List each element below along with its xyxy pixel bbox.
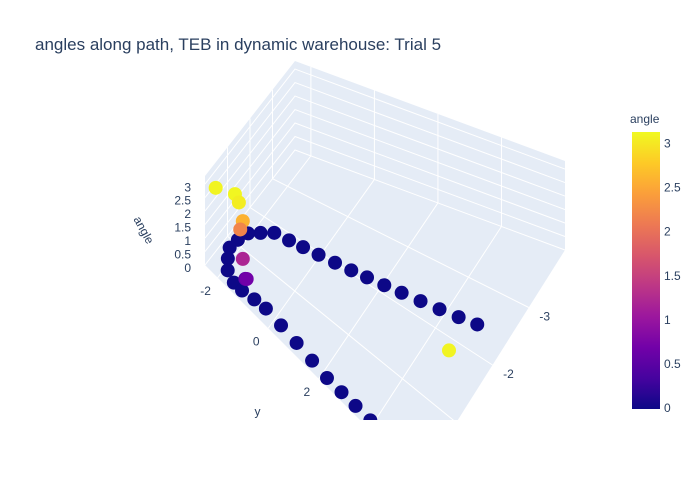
- data-point: [233, 222, 248, 237]
- data-point: [378, 428, 392, 442]
- chart-title: angles along path, TEB in dynamic wareho…: [35, 35, 441, 54]
- colorbar-tick-label: 0.5: [664, 357, 681, 371]
- data-point: [344, 263, 359, 278]
- data-point: [311, 247, 326, 262]
- data-point: [296, 240, 311, 255]
- data-point: [231, 195, 246, 210]
- data-point: [334, 385, 349, 400]
- data-point: [220, 263, 235, 278]
- colorbar: angle 0 0.5 1 1.5 2 2.5 3: [630, 112, 681, 415]
- z-tick-label: 3: [184, 180, 191, 194]
- data-point: [235, 283, 250, 298]
- grid-line: [204, 81, 566, 198]
- wall-pane: [295, 61, 565, 250]
- z-tick-label: 2.5: [174, 194, 191, 208]
- z-tick-label: 1: [184, 234, 191, 248]
- grid-line: [204, 95, 566, 212]
- data-point: [451, 310, 466, 325]
- data-point: [363, 413, 378, 420]
- z-tick-label: 1.5: [174, 221, 191, 235]
- x-tick-label: -1: [467, 425, 478, 439]
- data-point: [258, 301, 273, 316]
- colorbar-tick-label: 1: [664, 313, 671, 327]
- data-point: [282, 233, 297, 248]
- data-point: [360, 270, 375, 285]
- data-point: [220, 251, 235, 266]
- z-tick-label: 0: [184, 261, 191, 275]
- data-point: [348, 398, 363, 413]
- data-point: [289, 335, 304, 350]
- data-point: [319, 371, 334, 386]
- data-point: [392, 441, 406, 455]
- data-point: [470, 317, 485, 332]
- y-tick-label: 2: [303, 385, 310, 399]
- data-point: [274, 318, 289, 333]
- data-point: [253, 225, 268, 240]
- colorbar-tick-label: 2.5: [664, 181, 681, 195]
- grid-line: [204, 135, 566, 252]
- data-point: [305, 353, 320, 368]
- data-point: [208, 180, 223, 195]
- grid-line: [204, 108, 566, 225]
- data-point: [407, 456, 421, 470]
- x-tick-label: -2: [503, 367, 514, 381]
- colorbar-tick-label: 1.5: [664, 269, 681, 283]
- colorbar-tick-label: 0: [664, 401, 671, 415]
- colorbar-tick-label: 2: [664, 225, 671, 239]
- z-tick-label: 2: [184, 207, 191, 221]
- colorbar-title: angle: [630, 112, 660, 126]
- data-point: [247, 292, 262, 307]
- data-point: [328, 255, 343, 270]
- y-axis-title: y: [255, 405, 261, 419]
- data-point: [222, 240, 237, 255]
- grid-line: [204, 68, 566, 185]
- data-point: [235, 251, 250, 266]
- z-axis-title: angle: [131, 214, 157, 247]
- y-tick-label: -2: [200, 284, 211, 298]
- data-point: [267, 225, 282, 240]
- colorbar-gradient: [632, 132, 660, 409]
- data-point: [377, 278, 392, 293]
- data-point: [239, 271, 254, 286]
- data-point: [394, 285, 409, 300]
- data-point: [413, 294, 428, 309]
- colorbar-tick-label: 3: [664, 137, 671, 151]
- x-tick-label: -3: [539, 310, 550, 324]
- y-tick-label: 0: [253, 334, 260, 348]
- data-point: [432, 302, 447, 317]
- z-tick-label: 0.5: [174, 248, 191, 262]
- data-point: [442, 343, 456, 358]
- y-tick-label: 4: [354, 436, 361, 450]
